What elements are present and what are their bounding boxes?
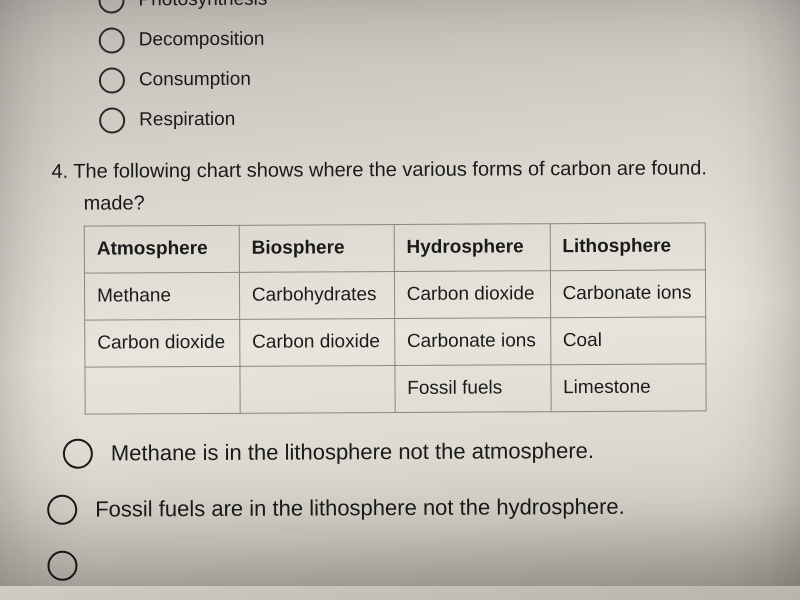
prev-option-row[interactable]: Consumption (99, 64, 759, 93)
answer-option-label: Methane is in the lithosphere not the at… (111, 438, 594, 467)
table-cell: Fossil fuels (395, 365, 551, 413)
question-line1: The following chart shows where the vari… (73, 157, 707, 182)
prev-option-label: Photosynthesis (138, 0, 267, 11)
table-cell: Methane (84, 272, 239, 320)
prev-option-label: Respiration (139, 109, 235, 132)
table-cell: Limestone (550, 364, 706, 412)
table-row: Methane Carbohydrates Carbon dioxide Car… (84, 270, 706, 320)
radio-icon (99, 27, 125, 53)
question-prompt: 4. The following chart shows where the v… (51, 154, 759, 187)
answer-option-row[interactable]: Fossil fuels are in the lithosphere not … (47, 491, 761, 525)
question-line2: made? (84, 189, 760, 216)
table-cell (240, 366, 395, 414)
radio-icon (99, 107, 125, 133)
table-cell: Carbon dioxide (85, 319, 240, 367)
prev-option-row[interactable]: Photosynthesis (98, 0, 758, 14)
radio-icon (63, 439, 93, 469)
radio-icon (98, 0, 124, 14)
table-cell: Carbonate ions (550, 270, 706, 318)
carbon-table: Atmosphere Biosphere Hydrosphere Lithosp… (84, 222, 707, 414)
question-number: 4. (51, 161, 68, 183)
table-cell: Carbon dioxide (240, 319, 395, 367)
radio-icon (99, 67, 125, 93)
table-row: Fossil fuels Limestone (85, 364, 707, 414)
partial-radio-icon (47, 551, 77, 581)
table-row: Carbon dioxide Carbon dioxide Carbonate … (85, 317, 707, 367)
prev-option-row[interactable]: Respiration (99, 104, 759, 133)
table-cell: Carbohydrates (239, 272, 394, 320)
table-header: Lithosphere (550, 223, 706, 271)
table-header-row: Atmosphere Biosphere Hydrosphere Lithosp… (84, 223, 706, 273)
prev-option-row[interactable]: Decomposition (99, 24, 759, 53)
table-header: Atmosphere (84, 225, 239, 273)
table-cell (85, 366, 240, 414)
radio-icon (47, 495, 77, 525)
table-header: Hydrosphere (394, 224, 550, 272)
answer-option-row[interactable]: Methane is in the lithosphere not the at… (63, 435, 761, 469)
prev-option-label: Decomposition (139, 29, 265, 52)
prev-option-label: Consumption (139, 69, 251, 92)
answer-option-label: Fossil fuels are in the lithosphere not … (95, 494, 625, 523)
table-cell: Coal (550, 317, 706, 365)
table-cell: Carbonate ions (394, 318, 550, 366)
table-cell: Carbon dioxide (394, 271, 550, 319)
table-header: Biosphere (239, 225, 394, 273)
